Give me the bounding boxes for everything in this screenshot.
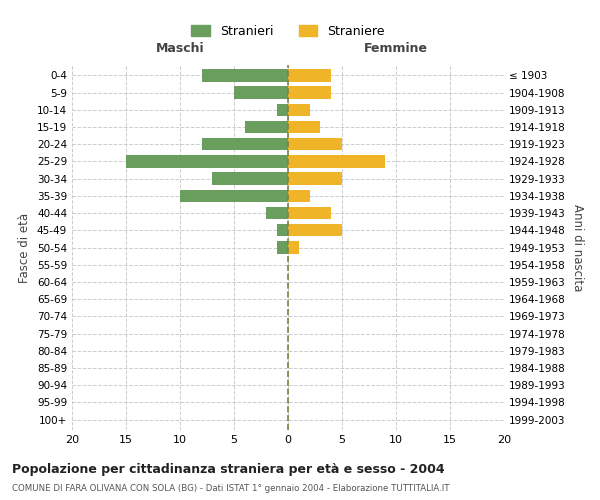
Bar xyxy=(202,138,288,150)
Text: Maschi: Maschi xyxy=(155,42,205,54)
Bar xyxy=(126,155,288,168)
Bar xyxy=(277,224,288,236)
Text: Popolazione per cittadinanza straniera per età e sesso - 2004: Popolazione per cittadinanza straniera p… xyxy=(12,462,445,475)
Bar xyxy=(288,69,331,82)
Bar xyxy=(212,172,288,185)
Bar xyxy=(288,242,299,254)
Bar xyxy=(288,138,342,150)
Bar xyxy=(288,121,320,133)
Bar xyxy=(277,242,288,254)
Bar xyxy=(288,190,310,202)
Bar xyxy=(266,207,288,220)
Bar xyxy=(245,121,288,133)
Bar xyxy=(288,172,342,185)
Y-axis label: Anni di nascita: Anni di nascita xyxy=(571,204,584,291)
Bar xyxy=(288,224,342,236)
Text: Femmine: Femmine xyxy=(364,42,428,54)
Bar xyxy=(288,155,385,168)
Bar xyxy=(202,69,288,82)
Bar xyxy=(234,86,288,99)
Bar xyxy=(277,104,288,116)
Text: COMUNE DI FARA OLIVANA CON SOLA (BG) - Dati ISTAT 1° gennaio 2004 - Elaborazione: COMUNE DI FARA OLIVANA CON SOLA (BG) - D… xyxy=(12,484,449,493)
Legend: Stranieri, Straniere: Stranieri, Straniere xyxy=(186,20,390,43)
Bar xyxy=(288,86,331,99)
Bar xyxy=(180,190,288,202)
Y-axis label: Fasce di età: Fasce di età xyxy=(19,212,31,282)
Bar xyxy=(288,207,331,220)
Bar xyxy=(288,104,310,116)
